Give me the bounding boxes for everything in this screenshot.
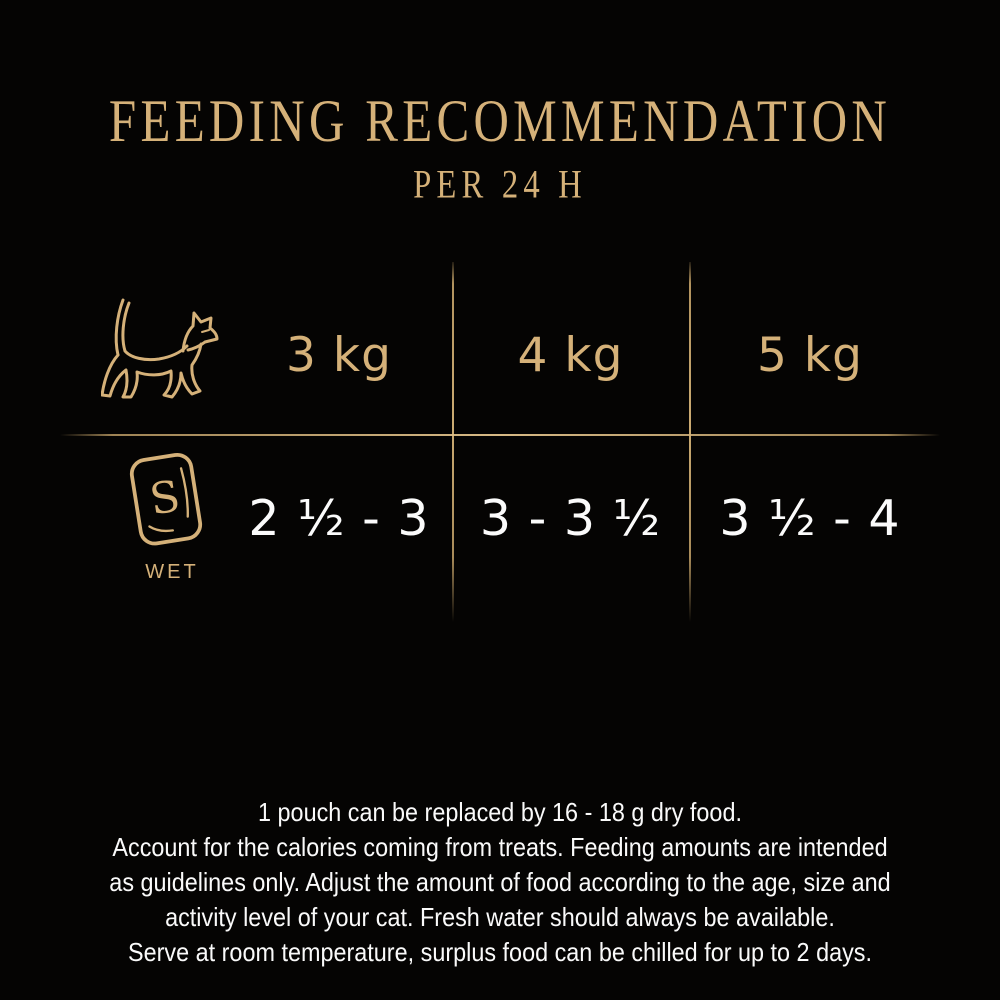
page-title: FEEDING RECOMMENDATION (108, 88, 892, 155)
column-divider (689, 262, 691, 622)
wet-pouch-icon: S (121, 450, 211, 554)
header-row-divider (60, 434, 940, 436)
footer-line: Account for the calories coming from tre… (112, 832, 888, 862)
footer-line: 1 pouch can be replaced by 16 - 18 g dry… (258, 797, 742, 827)
cat-icon (100, 294, 221, 406)
footer-line: as guidelines only. Adjust the amount of… (109, 867, 891, 897)
page-subtitle: PER 24 H (413, 162, 587, 208)
weight-header: 4 kg (517, 328, 624, 383)
footer-line: Serve at room temperature, surplus food … (127, 937, 872, 967)
wet-row-label: WET (145, 561, 199, 583)
wet-amount-cell: 3 ½ - 4 (719, 490, 901, 547)
pouch-letter: S (146, 471, 183, 525)
weight-header: 5 kg (757, 328, 863, 383)
wet-amount-cell: 2 ½ - 3 (248, 490, 430, 547)
footer-line: activity level of your cat. Fresh water … (165, 902, 835, 932)
weight-header: 3 kg (286, 328, 392, 383)
column-divider (452, 262, 454, 622)
wet-amount-cell: 3 - 3 ½ (479, 490, 662, 547)
footer-note: 1 pouch can be replaced by 16 - 18 g dry… (0, 795, 1000, 970)
